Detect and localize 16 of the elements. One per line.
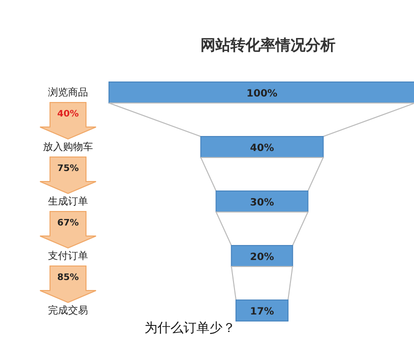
data-label: 100% (246, 88, 278, 100)
data-label: 40% (250, 143, 274, 154)
text: 为什么订单少？ (144, 321, 236, 336)
category-label: 支付订单 (48, 250, 88, 262)
category-label: 生成订单 (48, 196, 88, 208)
text: 75% (57, 164, 79, 174)
category-label: 放入购物车 (43, 141, 93, 153)
data-label: 20% (250, 252, 274, 263)
text: 85% (57, 273, 79, 283)
text: 67% (57, 218, 79, 228)
text: 网站转化率情况分析 (200, 36, 336, 54)
category-label: 完成交易 (48, 304, 88, 316)
text: 40% (57, 110, 79, 120)
data-label: 17% (250, 306, 274, 318)
category-label: 浏览商品 (48, 86, 88, 98)
data-label: 30% (250, 198, 274, 208)
